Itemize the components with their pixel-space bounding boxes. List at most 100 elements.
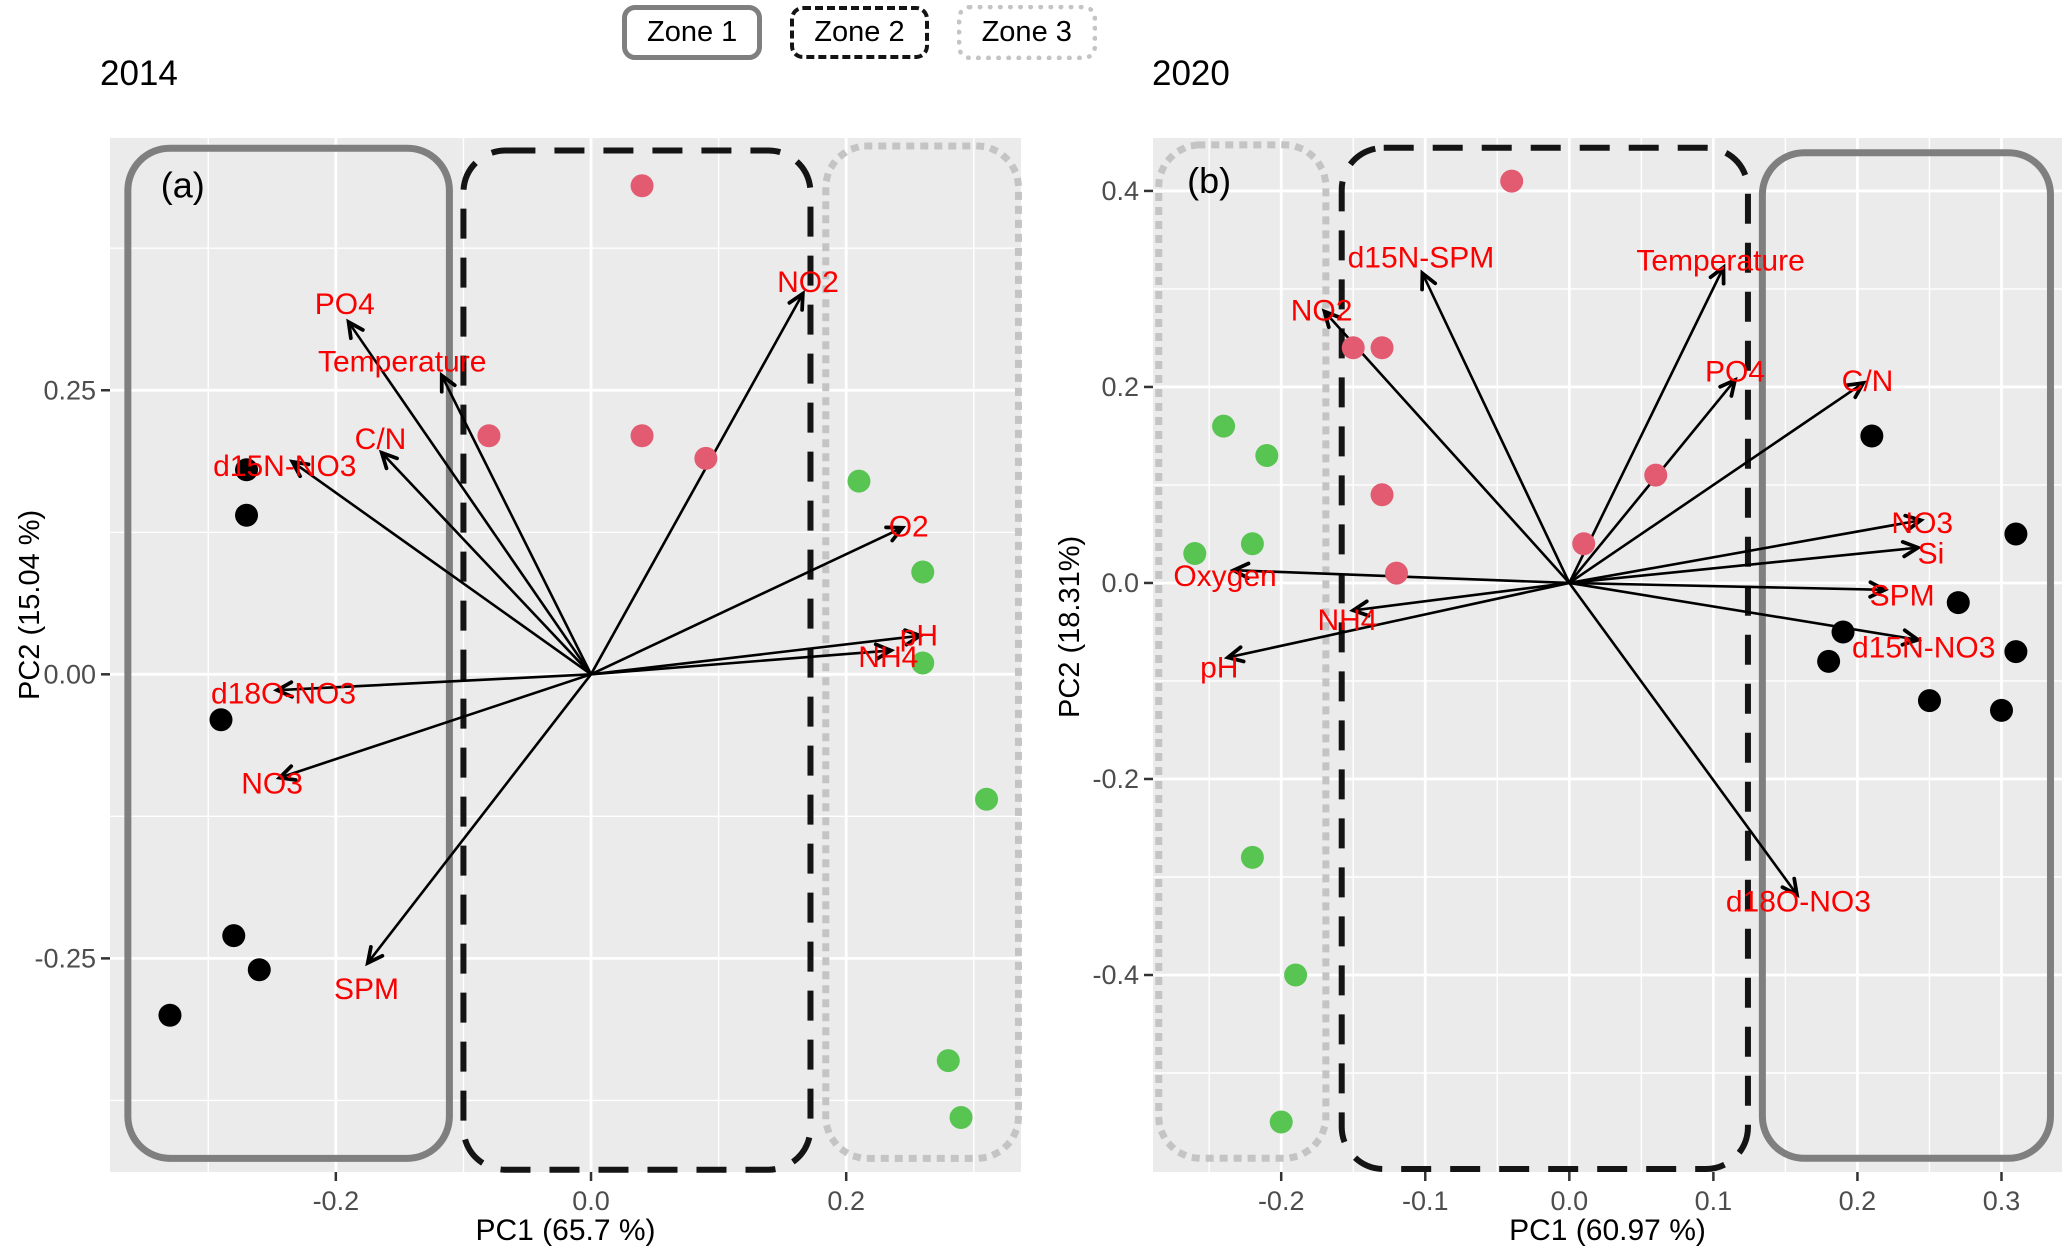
loading-arrow	[590, 628, 925, 676]
legend-zone-2-label: Zone 2	[814, 16, 905, 48]
data-point-pink	[477, 424, 501, 448]
y-tick-label: 0.00	[43, 659, 96, 689]
zone-outline-zone-3	[1155, 141, 1330, 1162]
variable-label: O2	[889, 510, 929, 543]
loading-arrow	[590, 525, 907, 676]
data-point-black	[247, 958, 271, 982]
data-point-black	[1860, 424, 1884, 448]
data-point-black	[235, 503, 259, 527]
variable-label: C/N	[355, 423, 407, 456]
loading-arrow	[1569, 580, 1889, 599]
x-tick-label: 0.0	[572, 1186, 610, 1216]
data-point-pink	[630, 424, 654, 448]
variable-label: NH4	[858, 641, 918, 674]
data-point-black	[209, 708, 233, 732]
loading-arrow	[1223, 581, 1570, 664]
data-point-green	[1255, 444, 1279, 468]
data-point-green	[1212, 414, 1236, 438]
data-point-green	[1240, 532, 1264, 556]
data-point-green	[847, 469, 871, 493]
data-point-black	[235, 458, 259, 482]
legend-zone-3: Zone 3	[956, 5, 1097, 60]
x-tick-label: 0.2	[1839, 1186, 1877, 1216]
loading-arrow	[272, 673, 592, 699]
variable-label: Si	[1918, 538, 1945, 571]
y-tick-label: 0.0	[1101, 568, 1139, 598]
x-tick-label: -0.2	[1258, 1186, 1305, 1216]
data-point-black	[222, 924, 246, 948]
plot-background	[1153, 138, 2062, 1172]
data-point-pink	[1384, 561, 1408, 585]
loading-arrow	[1568, 582, 1800, 899]
data-point-black	[2004, 640, 2028, 664]
data-point-pink	[1572, 532, 1596, 556]
loading-arrow	[1321, 308, 1571, 584]
data-point-pink	[630, 174, 654, 198]
variable-label: pH	[1200, 651, 1238, 684]
loading-arrow	[1349, 581, 1570, 618]
data-point-black	[1817, 649, 1841, 673]
data-point-green	[1269, 1110, 1293, 1134]
data-point-black	[1989, 698, 2013, 722]
legend-zone-2: Zone 2	[790, 6, 929, 59]
panel-letter: (a)	[161, 165, 205, 206]
x-tick-label: 0.0	[1551, 1186, 1589, 1216]
variable-label: d18O-NO3	[1726, 886, 1871, 919]
data-point-green	[911, 560, 935, 584]
zone-outline-zone-1	[124, 144, 453, 1162]
x-tick-label: 0.3	[1983, 1186, 2021, 1216]
loading-arrow	[1569, 513, 1925, 585]
data-point-green	[936, 1049, 960, 1073]
data-point-green	[1240, 845, 1264, 869]
loading-arrow	[346, 318, 593, 676]
x-tick-label: 0.2	[827, 1186, 865, 1216]
variable-label: NO2	[777, 266, 839, 299]
zone-legend: Zone 1 Zone 2 Zone 3	[622, 5, 1097, 60]
data-point-black	[1946, 591, 1970, 615]
loading-arrow	[590, 642, 896, 676]
loading-arrow	[1420, 269, 1571, 584]
zone-outline-zone-2	[460, 147, 814, 1173]
y-tick-label: 0.25	[43, 375, 96, 405]
panel-a-title: 2014	[100, 54, 178, 93]
x-tick-label: -0.1	[1402, 1186, 1449, 1216]
loading-arrow	[289, 459, 592, 676]
legend-zone-1: Zone 1	[622, 5, 763, 60]
data-point-pink	[1370, 336, 1394, 360]
data-point-black	[1831, 620, 1855, 644]
data-point-pink	[1370, 483, 1394, 507]
variable-label: d18O-NO3	[211, 677, 356, 710]
y-tick-label: 0.2	[1101, 372, 1139, 402]
loading-arrow	[1569, 581, 1923, 647]
data-point-green	[1284, 963, 1308, 987]
variable-label: NO3	[1891, 507, 1953, 540]
panel-letter: (b)	[1187, 160, 1231, 201]
loading-arrow	[1568, 263, 1726, 584]
variable-label: PO4	[1705, 355, 1765, 388]
legend-zone-1-label: Zone 1	[647, 16, 738, 48]
panel-b-title: 2020	[1152, 54, 1230, 93]
loading-arrow	[275, 673, 592, 782]
variable-label: Temperature	[318, 346, 486, 379]
variable-label: d15N-SPM	[1348, 242, 1495, 275]
variable-label: SPM	[1870, 580, 1935, 613]
data-point-pink	[1644, 463, 1668, 487]
variable-label: pH	[900, 620, 938, 653]
variable-label: Temperature	[1636, 245, 1804, 278]
loading-arrow	[1568, 380, 1867, 585]
data-point-black	[158, 1003, 182, 1027]
variable-label: C/N	[1842, 365, 1894, 398]
loading-arrow	[378, 449, 592, 676]
loading-arrow	[589, 290, 805, 675]
x-tick-label: 0.1	[1695, 1186, 1733, 1216]
x-tick-label: -0.2	[313, 1186, 360, 1216]
variable-label: d15N-NO3	[1852, 632, 1995, 665]
data-point-green	[1183, 542, 1207, 566]
variable-label: d15N-NO3	[213, 450, 356, 483]
zone-outline-zone-1	[1758, 149, 2054, 1162]
data-point-pink	[694, 446, 718, 470]
zone-outline-zone-3	[822, 142, 1022, 1162]
data-point-green	[975, 787, 999, 811]
